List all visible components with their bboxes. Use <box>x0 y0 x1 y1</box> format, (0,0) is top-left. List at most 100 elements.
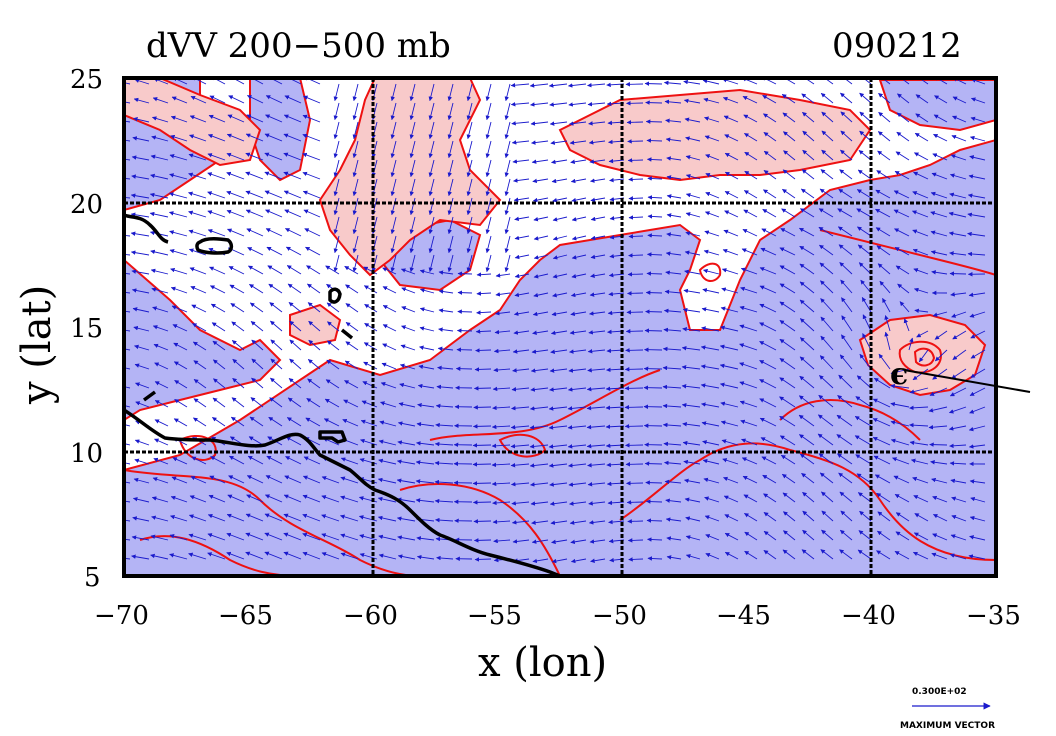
wind-vector-arrow-icon <box>435 403 454 409</box>
wind-vector-arrow-icon <box>228 95 245 104</box>
wind-vector-arrow-icon <box>860 279 872 294</box>
wind-vector-arrow-icon <box>872 398 891 408</box>
wind-vector-arrow-icon <box>799 453 815 465</box>
wind-vector-arrow-icon <box>285 456 302 465</box>
wind-vector-arrow-icon <box>170 115 188 123</box>
wind-vector-arrow-icon <box>948 425 967 431</box>
wind-vector-arrow-icon <box>909 440 929 446</box>
wind-vector-arrow-icon <box>352 254 359 273</box>
wind-vector-arrow-icon <box>685 212 701 218</box>
wind-vector-arrow-icon <box>124 462 131 465</box>
wind-vector-arrow-icon <box>722 96 739 104</box>
wind-vector-arrow-icon <box>533 254 549 260</box>
wind-vector-arrow-icon <box>511 387 530 392</box>
wind-vector-arrow-icon <box>704 135 720 142</box>
wind-vector-arrow-icon <box>323 418 340 427</box>
wind-vector-arrow-icon <box>151 135 169 142</box>
wind-vector-arrow-icon <box>627 538 644 543</box>
wind-vector-arrow-icon <box>878 92 891 104</box>
wind-vector-arrow-icon <box>663 80 682 86</box>
wind-vector-arrow-icon <box>683 79 701 85</box>
wind-vector-arrow-icon <box>799 356 815 370</box>
wind-vector-arrow-icon <box>340 476 359 484</box>
wind-vector-arrow-icon <box>345 284 359 294</box>
wind-vector-arrow-icon <box>590 197 606 203</box>
wind-vector-arrow-icon <box>390 235 397 254</box>
wind-vector-arrow-icon <box>722 458 739 465</box>
wind-vector-arrow-icon <box>207 191 226 199</box>
wind-vector-arrow-icon <box>485 140 492 159</box>
wind-vector-arrow-icon <box>377 515 397 522</box>
wind-vector-arrow-icon <box>628 557 644 562</box>
wind-vector-arrow-icon <box>409 83 416 102</box>
wind-vector-arrow-icon <box>390 178 397 197</box>
wind-vector-arrow-icon <box>930 191 948 199</box>
wind-vector-arrow-icon <box>504 197 511 216</box>
wind-vector-arrow-icon <box>188 153 207 161</box>
wind-vector-arrow-icon <box>549 102 568 107</box>
wind-vector-arrow-icon <box>702 288 720 294</box>
wind-vector-arrow-icon <box>245 532 264 541</box>
wind-vector-arrow-icon <box>193 379 207 389</box>
wind-vector-arrow-icon <box>779 377 796 389</box>
dvv-contours <box>124 229 996 576</box>
wind-vector-arrow-icon <box>820 169 834 180</box>
wind-vector-arrow-icon <box>967 251 986 257</box>
wind-vector-arrow-icon <box>133 325 150 332</box>
wind-vector-arrow-icon <box>474 367 492 372</box>
wind-vector-arrow-icon <box>929 387 948 396</box>
wind-vector-arrow-icon <box>283 551 302 560</box>
wind-vector-arrow-icon <box>839 491 853 503</box>
wind-vector-arrow-icon <box>382 286 397 294</box>
wind-vector-arrow-icon <box>193 398 207 408</box>
wind-vector-arrow-icon <box>626 120 644 125</box>
wind-vector-arrow-icon <box>472 462 492 467</box>
wind-vector-arrow-icon <box>131 155 150 161</box>
wind-vector-arrow-icon <box>401 306 416 313</box>
wind-vector-arrow-icon <box>567 387 587 392</box>
wind-vector-arrow-icon <box>342 419 359 427</box>
wind-vector-arrow-icon <box>928 406 948 413</box>
wind-vector-arrow-icon <box>390 83 397 102</box>
wind-vector-arrow-icon <box>170 267 188 275</box>
wind-vector-arrow-icon <box>884 331 891 351</box>
contour-line <box>178 435 217 461</box>
wind-vector-arrow-icon <box>568 482 587 487</box>
wind-vector-arrow-icon <box>968 554 986 560</box>
wind-vector-arrow-icon <box>722 248 739 256</box>
wind-vector-arrow-icon <box>434 479 454 485</box>
wind-vector-arrow-icon <box>552 197 568 203</box>
wind-vector-arrow-icon <box>326 340 340 351</box>
wind-vector-arrow-icon <box>759 303 777 313</box>
wind-vector-arrow-icon <box>645 480 663 485</box>
wind-vector-arrow-icon <box>344 380 359 389</box>
wind-vector-arrow-icon <box>173 342 188 351</box>
wind-vector-arrow-icon <box>628 215 644 220</box>
wind-vector-arrow-icon <box>799 337 815 351</box>
wind-vector-arrow-icon <box>587 482 606 487</box>
wind-vector-arrow-icon <box>226 551 245 560</box>
wind-vector-arrow-icon <box>325 265 340 275</box>
wind-vector-arrow-icon <box>567 83 587 88</box>
wind-vector-arrow-icon <box>799 281 815 294</box>
wind-vector-arrow-icon <box>149 211 169 218</box>
wind-vector-arrow-icon <box>626 500 644 505</box>
wind-vector-arrow-icon <box>513 330 530 335</box>
wind-vector-arrow-icon <box>859 111 872 123</box>
wind-vector-arrow-icon <box>932 513 948 522</box>
wind-vector-arrow-icon <box>587 367 606 373</box>
wind-vector-arrow-icon <box>820 298 834 313</box>
wind-vector-arrow-icon <box>438 308 454 313</box>
wind-vector-arrow-icon <box>245 209 264 218</box>
wind-vector-arrow-icon <box>742 228 758 237</box>
wind-vector-arrow-icon <box>189 267 207 275</box>
wind-vector-arrow-icon <box>409 216 416 235</box>
wind-vector-arrow-icon <box>302 171 321 180</box>
wind-vector-arrow-icon <box>647 233 663 238</box>
wind-vector-arrow-icon <box>627 139 644 144</box>
wind-vector-arrow-icon <box>840 111 853 123</box>
wind-vector-arrow-icon <box>209 95 226 104</box>
wind-vector-arrow-icon <box>700 345 720 351</box>
wind-vector-arrow-icon <box>230 303 245 313</box>
wind-vector-arrow-icon <box>209 285 226 294</box>
